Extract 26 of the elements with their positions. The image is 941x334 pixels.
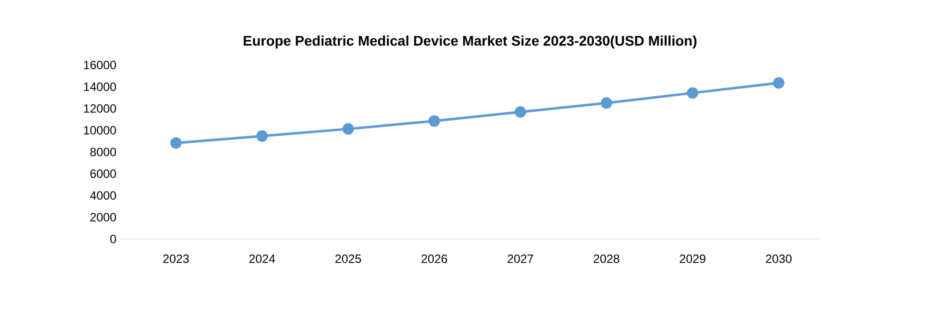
x-tick-label: 2027 — [508, 254, 534, 264]
y-tick-label: 10000 — [84, 126, 116, 134]
point — [514, 106, 526, 118]
x-tick-label: 2026 — [422, 254, 448, 264]
y-tick-label: 0 — [110, 234, 116, 244]
y-tick-label: 4000 — [90, 191, 116, 200]
y-tick-label: 14000 — [84, 82, 116, 91]
x-tick-label: 2023 — [163, 254, 189, 264]
point — [686, 87, 698, 99]
point — [600, 97, 612, 109]
y-tick-label: 12000 — [84, 104, 116, 113]
x-tick-label: 2030 — [766, 254, 792, 264]
point — [170, 137, 182, 149]
point — [428, 115, 440, 127]
y-tick-label: 8000 — [90, 148, 116, 156]
x-tick-label: 2029 — [680, 254, 706, 264]
x-tick-label: 2024 — [249, 254, 276, 264]
point — [342, 123, 354, 135]
x-tick-label: 2028 — [594, 254, 620, 264]
y-tick-label: 16000 — [84, 60, 116, 70]
point — [772, 77, 784, 89]
y-tick-label: 6000 — [90, 169, 116, 178]
chart-title: Europe Pediatric Medical Device Market Size 2023-2030(USD Million) — [244, 35, 696, 49]
y-tick-label: 2000 — [90, 212, 116, 222]
x-tick-label: 2025 — [335, 254, 362, 264]
point — [256, 130, 268, 142]
